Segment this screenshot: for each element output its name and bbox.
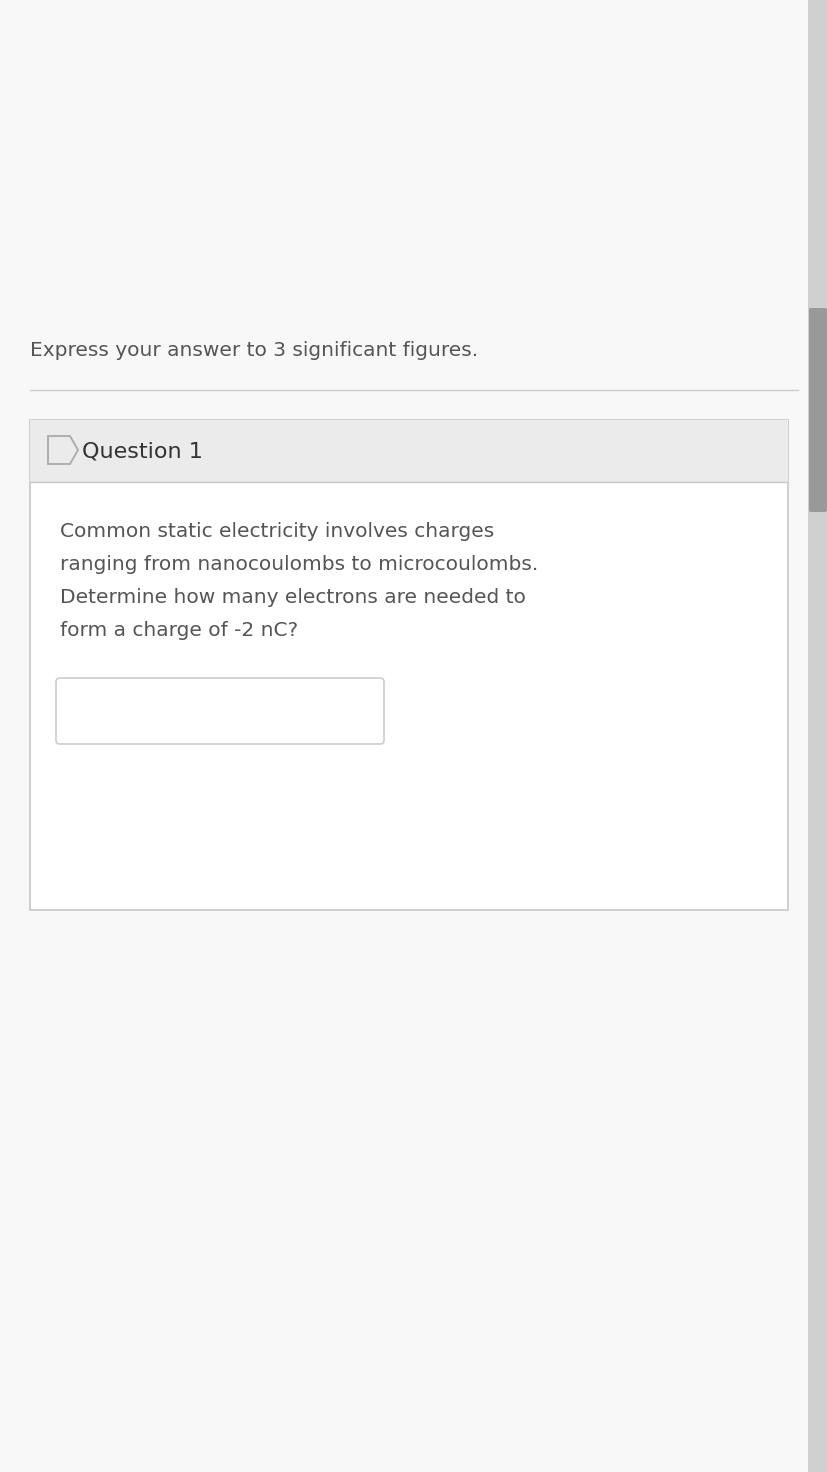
FancyBboxPatch shape bbox=[31, 483, 786, 910]
FancyBboxPatch shape bbox=[0, 0, 807, 1472]
Polygon shape bbox=[48, 436, 78, 464]
Text: Question 1: Question 1 bbox=[82, 442, 203, 461]
FancyBboxPatch shape bbox=[30, 420, 787, 481]
Text: form a charge of -2 nC?: form a charge of -2 nC? bbox=[60, 621, 298, 640]
FancyBboxPatch shape bbox=[808, 308, 826, 512]
Text: ranging from nanocoulombs to microcoulombs.: ranging from nanocoulombs to microcoulom… bbox=[60, 555, 538, 574]
FancyBboxPatch shape bbox=[56, 679, 384, 743]
Text: Express your answer to 3 significant figures.: Express your answer to 3 significant fig… bbox=[30, 340, 477, 359]
FancyBboxPatch shape bbox=[30, 420, 787, 910]
Text: Determine how many electrons are needed to: Determine how many electrons are needed … bbox=[60, 587, 525, 606]
FancyBboxPatch shape bbox=[807, 0, 827, 1472]
Text: Common static electricity involves charges: Common static electricity involves charg… bbox=[60, 523, 494, 542]
